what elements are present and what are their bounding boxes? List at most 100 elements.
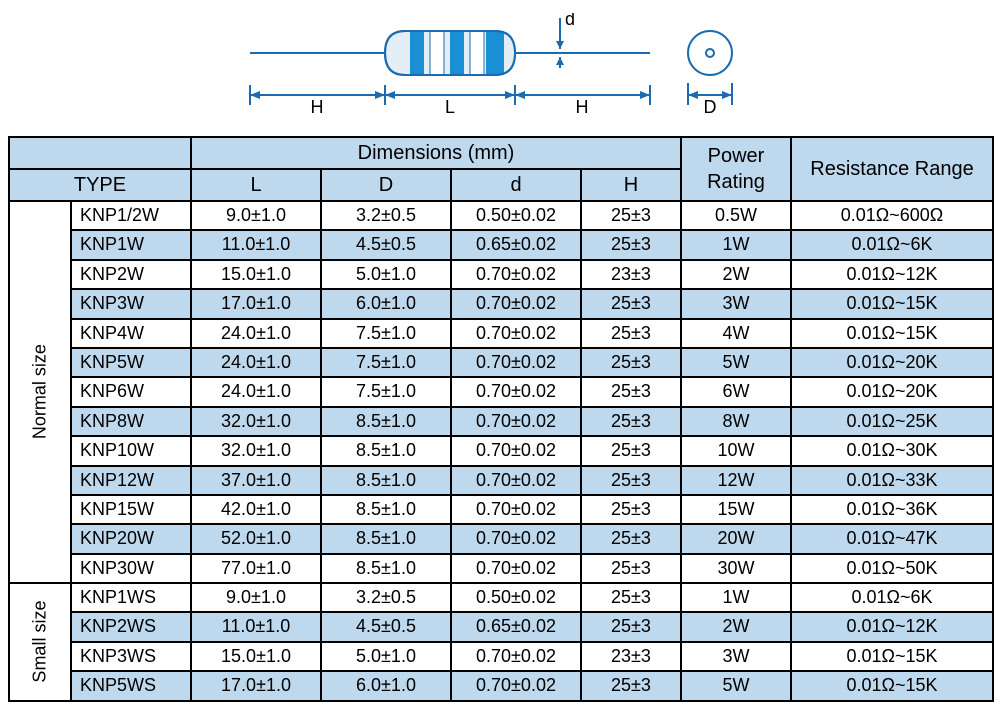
cell-L: 9.0±1.0 <box>191 583 321 612</box>
cell-D: 3.2±0.5 <box>321 201 451 230</box>
cell-H: 25±3 <box>581 436 681 465</box>
cell-H: 25±3 <box>581 319 681 348</box>
cell-power: 0.5W <box>681 201 791 230</box>
cell-d: 0.70±0.02 <box>451 407 581 436</box>
cell-d: 0.65±0.02 <box>451 230 581 259</box>
cell-d: 0.70±0.02 <box>451 319 581 348</box>
cell-H: 25±3 <box>581 671 681 700</box>
cell-H: 25±3 <box>581 554 681 583</box>
cell-H: 25±3 <box>581 201 681 230</box>
cell-power: 30W <box>681 554 791 583</box>
cell-L: 32.0±1.0 <box>191 407 321 436</box>
cell-range: 0.01Ω~12K <box>791 612 993 641</box>
cell-H: 25±3 <box>581 524 681 553</box>
cell-D: 8.5±1.0 <box>321 436 451 465</box>
cell-d: 0.50±0.02 <box>451 583 581 612</box>
cell-power: 5W <box>681 348 791 377</box>
dim-label-H-left: H <box>311 97 324 117</box>
cell-range: 0.01Ω~15K <box>791 289 993 318</box>
cell-range: 0.01Ω~6K <box>791 583 993 612</box>
cell-range: 0.01Ω~6K <box>791 230 993 259</box>
table-row: KNP20W52.0±1.08.5±1.00.70±0.0225±320W0.0… <box>9 524 993 553</box>
cell-H: 23±3 <box>581 642 681 671</box>
cell-type: KNP8W <box>71 407 191 436</box>
cell-D: 8.5±1.0 <box>321 495 451 524</box>
cell-H: 25±3 <box>581 583 681 612</box>
cell-power: 4W <box>681 319 791 348</box>
dim-label-d: d <box>565 13 575 29</box>
dim-label-L: L <box>445 97 455 117</box>
cell-L: 24.0±1.0 <box>191 348 321 377</box>
group-label: Normal size <box>9 201 71 583</box>
cell-L: 37.0±1.0 <box>191 466 321 495</box>
cell-range: 0.01Ω~30K <box>791 436 993 465</box>
cell-L: 42.0±1.0 <box>191 495 321 524</box>
cell-power: 3W <box>681 289 791 318</box>
cell-D: 8.5±1.0 <box>321 466 451 495</box>
cell-D: 5.0±1.0 <box>321 260 451 289</box>
header-L: L <box>191 169 321 201</box>
cell-d: 0.70±0.02 <box>451 377 581 406</box>
table-row: KNP8W32.0±1.08.5±1.00.70±0.0225±38W0.01Ω… <box>9 407 993 436</box>
cell-type: KNP5WS <box>71 671 191 700</box>
table-row: KNP30W77.0±1.08.5±1.00.70±0.0225±330W0.0… <box>9 554 993 583</box>
cell-D: 4.5±0.5 <box>321 230 451 259</box>
cell-L: 15.0±1.0 <box>191 642 321 671</box>
cell-power: 1W <box>681 230 791 259</box>
cell-D: 6.0±1.0 <box>321 671 451 700</box>
header-d: d <box>451 169 581 201</box>
cell-type: KNP1/2W <box>71 201 191 230</box>
cell-range: 0.01Ω~20K <box>791 348 993 377</box>
header-H: H <box>581 169 681 201</box>
cell-range: 0.01Ω~36K <box>791 495 993 524</box>
cell-H: 25±3 <box>581 230 681 259</box>
cell-range: 0.01Ω~15K <box>791 671 993 700</box>
table-row: KNP3W17.0±1.06.0±1.00.70±0.0225±33W0.01Ω… <box>9 289 993 318</box>
table-row: KNP3WS15.0±1.05.0±1.00.70±0.0223±33W0.01… <box>9 642 993 671</box>
header-dimensions: Dimensions (mm) <box>191 137 681 169</box>
cell-range: 0.01Ω~600Ω <box>791 201 993 230</box>
cell-type: KNP15W <box>71 495 191 524</box>
table-row: KNP1W11.0±1.04.5±0.50.65±0.0225±31W0.01Ω… <box>9 230 993 259</box>
cell-D: 7.5±1.0 <box>321 377 451 406</box>
cell-H: 25±3 <box>581 407 681 436</box>
cell-L: 11.0±1.0 <box>191 230 321 259</box>
cell-power: 2W <box>681 612 791 641</box>
header-power: Power Rating <box>681 137 791 201</box>
cell-type: KNP2WS <box>71 612 191 641</box>
cell-D: 4.5±0.5 <box>321 612 451 641</box>
cell-type: KNP5W <box>71 348 191 377</box>
cell-d: 0.70±0.02 <box>451 436 581 465</box>
cell-L: 9.0±1.0 <box>191 201 321 230</box>
table-row: KNP5W24.0±1.07.5±1.00.70±0.0225±35W0.01Ω… <box>9 348 993 377</box>
cell-D: 8.5±1.0 <box>321 524 451 553</box>
cell-D: 6.0±1.0 <box>321 289 451 318</box>
cell-D: 5.0±1.0 <box>321 642 451 671</box>
cell-H: 25±3 <box>581 377 681 406</box>
cell-power: 6W <box>681 377 791 406</box>
cell-D: 8.5±1.0 <box>321 554 451 583</box>
table-body: Normal sizeKNP1/2W9.0±1.03.2±0.50.50±0.0… <box>9 201 993 701</box>
cell-D: 8.5±1.0 <box>321 407 451 436</box>
cell-d: 0.70±0.02 <box>451 466 581 495</box>
cell-power: 10W <box>681 436 791 465</box>
cell-type: KNP12W <box>71 466 191 495</box>
group-label: Small size <box>9 583 71 701</box>
cell-L: 24.0±1.0 <box>191 377 321 406</box>
cell-range: 0.01Ω~15K <box>791 642 993 671</box>
cell-d: 0.70±0.02 <box>451 495 581 524</box>
cell-L: 15.0±1.0 <box>191 260 321 289</box>
cell-range: 0.01Ω~12K <box>791 260 993 289</box>
dim-label-H-right: H <box>576 97 589 117</box>
dim-label-D: D <box>704 97 717 117</box>
spec-table: Dimensions (mm) Power Rating Resistance … <box>8 136 994 702</box>
header-blank <box>9 137 191 169</box>
diagram-area: d H L H D <box>8 8 992 128</box>
cell-range: 0.01Ω~25K <box>791 407 993 436</box>
cell-d: 0.70±0.02 <box>451 260 581 289</box>
header-type: TYPE <box>9 169 191 201</box>
table-row: KNP15W42.0±1.08.5±1.00.70±0.0225±315W0.0… <box>9 495 993 524</box>
cell-power: 12W <box>681 466 791 495</box>
cell-H: 25±3 <box>581 289 681 318</box>
cell-power: 1W <box>681 583 791 612</box>
